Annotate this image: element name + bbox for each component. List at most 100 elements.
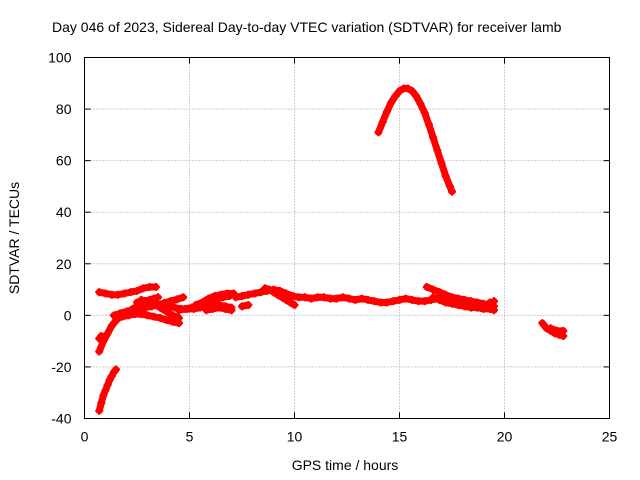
x-tick-label: 15 (392, 429, 408, 445)
data-point (441, 290, 450, 299)
data-point (433, 146, 442, 155)
x-tick-label: 0 (81, 429, 89, 445)
data-point (231, 293, 240, 302)
data-point (149, 312, 158, 321)
data-point (97, 331, 106, 340)
data-point (429, 133, 438, 142)
chart-title: Day 046 of 2023, Sidereal Day-to-day VTE… (52, 19, 562, 35)
data-point (473, 303, 482, 312)
data-point (114, 290, 123, 299)
data-point (238, 302, 246, 311)
data-point (198, 298, 207, 307)
data-point (378, 117, 387, 126)
data-point (319, 293, 328, 302)
data-point (202, 306, 211, 315)
data-point (181, 304, 190, 313)
data-point (143, 311, 152, 320)
data-point (387, 98, 396, 107)
data-point (422, 282, 431, 291)
data-point (244, 290, 253, 299)
data-point (95, 288, 104, 297)
data-point (137, 295, 146, 304)
data-point (191, 301, 200, 310)
data-point (120, 289, 129, 298)
x-axis-label: GPS time / hours (292, 457, 399, 473)
data-point (286, 298, 295, 307)
data-point (412, 92, 421, 101)
data-point (391, 92, 400, 101)
x-tick-label: 25 (602, 429, 618, 445)
data-point (441, 172, 450, 181)
grid-lines (84, 57, 610, 419)
data-points (95, 84, 568, 415)
data-point (401, 294, 410, 303)
data-point (273, 290, 282, 299)
data-point (101, 289, 110, 298)
data-point (448, 299, 456, 308)
y-tick-label: 20 (56, 256, 72, 272)
data-point (351, 295, 360, 304)
data-point (221, 304, 230, 313)
data-point (124, 311, 133, 320)
data-point (403, 84, 412, 93)
data-point (374, 128, 383, 137)
data-point (143, 297, 152, 306)
data-point (437, 159, 446, 168)
x-tick-label: 10 (287, 429, 303, 445)
data-point (95, 406, 104, 415)
data-point (112, 365, 120, 374)
data-point (156, 303, 165, 312)
data-point (101, 386, 110, 395)
data-point (408, 87, 417, 96)
data-point (357, 294, 366, 303)
data-point (256, 288, 265, 297)
data-point (103, 329, 112, 338)
y-tick-label: -40 (51, 411, 71, 427)
data-point (382, 107, 391, 116)
data-point (179, 293, 188, 302)
data-point (416, 99, 425, 108)
y-tick-label: 60 (56, 153, 72, 169)
data-point (250, 289, 259, 298)
data-point (364, 295, 372, 304)
data-point (227, 306, 236, 315)
data-point (112, 313, 120, 322)
data-point (441, 298, 450, 307)
data-point (261, 284, 270, 293)
data-point (395, 295, 404, 304)
data-point (538, 319, 547, 328)
data-point (282, 295, 291, 304)
data-point (454, 301, 463, 310)
data-point (168, 311, 177, 320)
data-point (99, 391, 108, 400)
data-point (435, 288, 444, 297)
data-point (133, 286, 141, 295)
data-point (546, 324, 555, 333)
data-point (154, 293, 162, 302)
data-point (420, 108, 429, 117)
data-point (175, 313, 183, 322)
series-trace-arc-18 (375, 84, 456, 196)
data-point (420, 297, 429, 306)
data-point (95, 347, 104, 356)
data-point (277, 293, 286, 302)
data-point (97, 399, 106, 408)
data-point (429, 293, 438, 302)
data-point (107, 321, 116, 330)
data-point (162, 315, 171, 324)
data-point (244, 301, 253, 310)
data-point (214, 303, 223, 312)
y-tick-label: -20 (51, 359, 71, 375)
data-point (204, 294, 213, 303)
data-point (408, 295, 417, 304)
data-point (139, 284, 148, 293)
data-point (290, 301, 299, 310)
data-point (345, 294, 354, 303)
y-tick-label: 0 (64, 307, 72, 323)
data-point (162, 307, 171, 316)
plot-frame (84, 57, 610, 419)
y-tick-label: 100 (48, 50, 72, 66)
data-point (118, 312, 127, 321)
data-point (301, 293, 309, 302)
